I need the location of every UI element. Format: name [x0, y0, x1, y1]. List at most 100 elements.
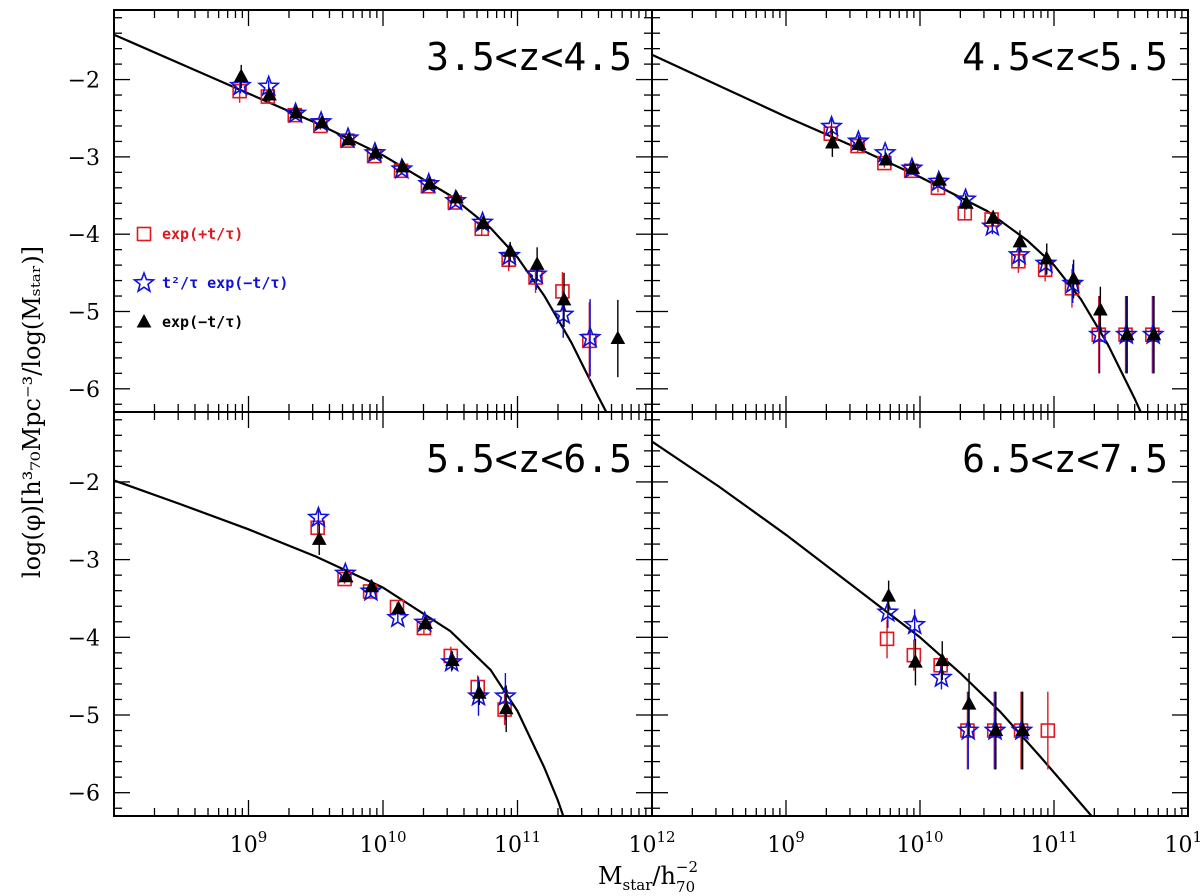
series-star [306, 505, 518, 720]
x-tick-label: 1011 [1030, 828, 1077, 858]
series-triangle [825, 129, 1162, 374]
y-tick-label: −3 [68, 549, 100, 574]
data-point [1039, 250, 1055, 265]
series-square [232, 79, 597, 380]
data-point [524, 262, 549, 285]
data-point [610, 330, 626, 345]
x-tick-label: 1011 [494, 828, 541, 858]
data-point [475, 215, 491, 229]
data-point [825, 134, 840, 149]
data-point [988, 722, 1004, 737]
data-point [443, 188, 468, 211]
panels: −2 −3 −4 −5 −6 3.5<z<4.5 4.5<z<5.5 −2 −3 −4 −5 −6 10… [68, 9, 1200, 858]
panel-3: −2 −3 −4 −5 −6 109 1010 1011 1012 5.5<z<6.5 [68, 411, 676, 858]
data-point [228, 73, 253, 96]
data-point [961, 696, 977, 710]
data-point [956, 718, 980, 741]
series-triangle [311, 523, 514, 733]
fit-curve [652, 53, 1142, 412]
data-point [471, 685, 487, 699]
data-point [1146, 326, 1162, 341]
data-point [338, 568, 354, 583]
fit-curve [114, 33, 608, 412]
series-star [228, 73, 602, 377]
data-point [439, 649, 464, 673]
legend-marker [136, 313, 152, 328]
data-point [498, 700, 514, 715]
data-point [364, 578, 380, 593]
x-tick-label: 1012 [1164, 828, 1200, 858]
y-tick-label: −5 [68, 301, 100, 326]
data-point [927, 169, 951, 192]
data-point [314, 114, 330, 129]
legend-label: t²/τ exp(−t/τ) [162, 274, 288, 292]
x-tick-label: 109 [230, 828, 268, 858]
data-point [878, 151, 894, 166]
data-point [1015, 722, 1030, 737]
y-tick-label: −4 [68, 223, 100, 248]
panel-data [114, 479, 565, 816]
series-triangle [233, 64, 626, 378]
data-point [879, 631, 895, 647]
data-point [1066, 270, 1081, 285]
data-point [529, 256, 545, 270]
legend-label: exp(−t/τ) [162, 313, 243, 331]
panel-data [652, 440, 1093, 816]
data-point [929, 665, 954, 688]
panel-data [114, 33, 626, 412]
y-tick-label: −2 [68, 69, 100, 94]
data-point [1034, 251, 1058, 274]
legend: exp(+t/τ) t²/τ exp(−t/τ) exp(−t/τ) [132, 225, 288, 331]
data-point [932, 172, 947, 186]
data-point [359, 579, 383, 602]
fit-curve [114, 479, 565, 816]
x-axis-label: Mstar/h−2 70 [598, 858, 698, 896]
data-point [422, 175, 437, 190]
data-point [311, 531, 327, 545]
y-tick-label: −4 [68, 626, 100, 651]
panel-data [652, 53, 1165, 412]
data-point [391, 600, 406, 615]
series-square [879, 619, 1056, 770]
data-point [876, 600, 900, 623]
data-point [881, 588, 896, 602]
data-point [1093, 301, 1108, 316]
x-tick-label: 109 [767, 828, 805, 858]
data-point [905, 160, 921, 174]
data-point [959, 195, 974, 209]
y-tick-label: −3 [68, 146, 100, 171]
data-point [449, 189, 464, 204]
redshift-label: 5.5<z<6.5 [426, 437, 632, 481]
legend-marker [136, 226, 152, 242]
data-point [528, 270, 543, 285]
redshift-label: 4.5<z<5.5 [962, 35, 1168, 79]
data-point [390, 156, 414, 180]
data-point [1061, 271, 1085, 294]
data-point [341, 131, 357, 146]
data-point [466, 684, 491, 707]
data-point [386, 605, 410, 628]
panel-4: 109 1010 1011 1012 6.5<z<7.5 [651, 411, 1200, 858]
data-point [1087, 322, 1112, 345]
fit-curve [652, 440, 1093, 816]
y-tick-label: −5 [68, 704, 100, 729]
data-point [233, 68, 249, 82]
legend-label: exp(+t/τ) [162, 225, 243, 243]
data-point [582, 333, 597, 349]
data-point [368, 144, 384, 159]
series-triangle [881, 580, 1030, 770]
data-point [395, 158, 410, 173]
data-point [262, 86, 277, 101]
y-tick-label: −2 [68, 471, 100, 496]
data-point [934, 652, 950, 667]
x-tick-label: 1010 [359, 828, 406, 858]
data-point [1040, 723, 1056, 738]
y-axis-label: log(φ)[h³₇₀Mpc⁻³/log(Mₛₜₐᵣ)] [18, 246, 46, 578]
y-tick-label: −6 [68, 378, 100, 403]
data-point [908, 654, 923, 668]
data-point [497, 243, 522, 266]
panel-2: 4.5<z<5.5 [651, 9, 1189, 413]
data-point [418, 615, 433, 629]
panel-1: −2 −3 −4 −5 −6 3.5<z<4.5 [68, 9, 653, 413]
